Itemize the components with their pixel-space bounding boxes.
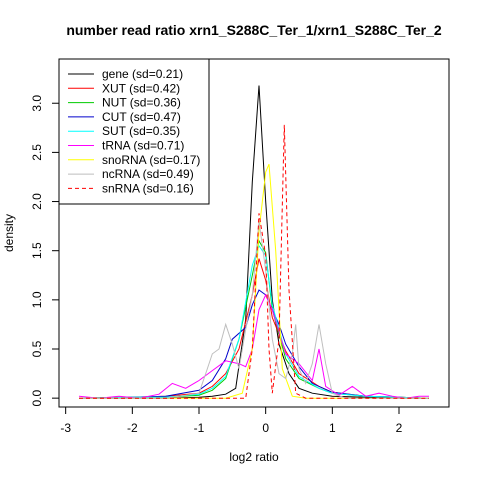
y-tick-label: 3.0 <box>30 95 44 112</box>
x-tick-label: 2 <box>396 421 403 435</box>
series-line-6 <box>79 164 429 399</box>
series-line-3 <box>78 289 430 399</box>
y-axis-label: density <box>2 214 16 252</box>
y-tick-label: 0.0 <box>30 389 44 406</box>
legend-entry: ncRNA (sd=0.49) <box>102 167 194 181</box>
series-lines <box>78 85 430 399</box>
x-axis-label: log2 ratio <box>229 450 279 464</box>
y-tick-label: 2.0 <box>30 193 44 210</box>
series-line-0 <box>79 85 429 399</box>
x-tick-label: 1 <box>329 421 336 435</box>
y-tick-label: 1.0 <box>30 291 44 308</box>
y-tick-label: 1.5 <box>30 242 44 259</box>
series-line-8 <box>79 124 429 399</box>
series-line-5 <box>78 293 429 399</box>
y-tick-label: 2.5 <box>30 144 44 161</box>
x-tick-label: 0 <box>262 421 269 435</box>
x-tick-label: -2 <box>127 421 138 435</box>
legend-entry: tRNA (sd=0.71) <box>102 139 184 153</box>
legend-entry: snRNA (sd=0.16) <box>102 181 194 195</box>
x-axis: -3 -2 -1 0 1 2 <box>60 406 403 435</box>
legend-entry: gene (sd=0.21) <box>102 67 183 81</box>
chart-title: number read ratio xrn1_S288C_Ter_1/xrn1_… <box>66 22 442 38</box>
legend-entry: snoRNA (sd=0.17) <box>102 153 200 167</box>
y-tick-label: 0.5 <box>30 340 44 357</box>
legend: gene (sd=0.21)XUT (sd=0.42)NUT (sd=0.36)… <box>58 58 210 205</box>
x-tick-label: -3 <box>60 421 71 435</box>
y-axis: 0.0 0.5 1.0 1.5 2.0 2.5 3.0 <box>30 95 60 406</box>
legend-entry: SUT (sd=0.35) <box>102 124 180 138</box>
legend-entry: CUT (sd=0.47) <box>102 110 181 124</box>
series-line-7 <box>79 221 429 399</box>
legend-entry: NUT (sd=0.36) <box>102 96 181 110</box>
legend-entry: XUT (sd=0.42) <box>102 81 180 95</box>
x-tick-label: -1 <box>194 421 205 435</box>
series-line-4 <box>78 244 430 399</box>
